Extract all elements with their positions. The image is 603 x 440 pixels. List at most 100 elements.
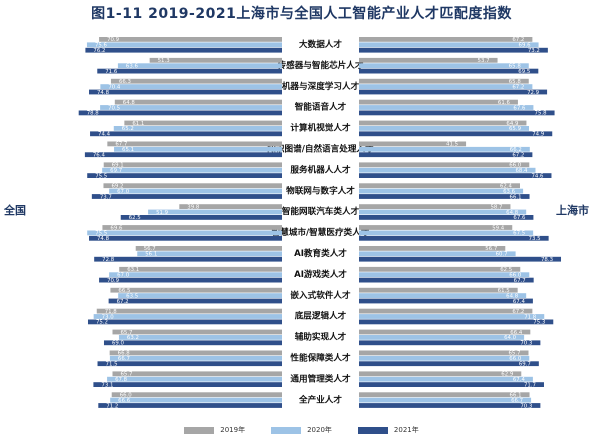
shanghai-bar-2020 (359, 63, 529, 69)
shanghai-value-label-2020: 68.4 (515, 168, 528, 174)
shanghai-value-label-2021: 75.8 (535, 111, 548, 117)
shanghai-value-label-2021: 73.5 (529, 236, 541, 242)
shanghai-bar-2020 (359, 105, 534, 110)
national-value-label-2021: 67.2 (117, 299, 129, 305)
shanghai-bar-2021 (359, 298, 533, 304)
national-bar-2019 (103, 162, 282, 168)
national-value-label-2021: 71.5 (106, 362, 118, 368)
national-value-label-2020: 75.6 (95, 43, 108, 49)
shanghai-bar-2021 (359, 361, 539, 367)
shanghai-bar-2021 (359, 173, 552, 178)
shanghai-bar-2020 (359, 293, 527, 298)
national-value-label-2020: 51.9 (156, 210, 169, 216)
national-value-label-2019: 69.1 (112, 163, 124, 169)
national-value-label-2019: 69.2 (111, 184, 123, 190)
shanghai-bar-2019 (359, 350, 529, 356)
shanghai-value-label-2020: 63.6 (503, 189, 516, 195)
national-bar-2020 (118, 293, 282, 298)
national-bar-2019 (111, 392, 282, 398)
shanghai-value-label-2020: 66.0 (509, 273, 522, 279)
shanghai-bar-2019 (359, 204, 511, 209)
shanghai-value-label-2020: 64.0 (504, 335, 517, 341)
national-value-label-2019: 65.7 (120, 330, 132, 336)
shanghai-bar-2020 (359, 209, 527, 215)
shanghai-value-label-2021: 75.3 (533, 320, 545, 326)
national-value-label-2021: 72.8 (102, 257, 115, 263)
national-value-label-2020: 63.6 (126, 64, 139, 70)
national-bar-2020 (102, 167, 282, 173)
national-bar-2021 (94, 256, 283, 262)
national-bar-2021 (85, 47, 283, 53)
national-value-label-2021: 71.2 (106, 403, 118, 409)
shanghai-bar-2020 (359, 314, 545, 319)
national-value-label-2021: 71.6 (105, 69, 118, 75)
shanghai-value-label-2021: 66.1 (510, 194, 522, 200)
shanghai-bar-2020 (359, 167, 536, 173)
national-bar-2019 (109, 350, 282, 356)
national-bar-2021 (99, 277, 282, 283)
national-value-label-2021: 70.9 (107, 278, 120, 284)
national-bar-2021 (89, 89, 283, 95)
shanghai-value-label-2019: 53.7 (478, 58, 490, 64)
national-value-label-2021: 62.5 (129, 215, 141, 221)
national-value-label-2020: 67.0 (117, 189, 130, 195)
category-label: 辅助实现人才 (295, 331, 347, 343)
national-bar-2021 (98, 403, 282, 408)
shanghai-value-label-2019: 65.8 (509, 79, 522, 85)
shanghai-bar-2019 (359, 78, 529, 84)
legend-swatch-2021 (357, 426, 388, 434)
shanghai-value-label-2020: 64.8 (506, 210, 519, 216)
shanghai-value-label-2019: 62.5 (500, 267, 512, 273)
national-bar-2021 (108, 298, 283, 304)
shanghai-value-label-2019: 61.5 (498, 288, 510, 294)
national-value-label-2020: 66.7 (118, 356, 130, 362)
shanghai-bar-2021 (359, 277, 534, 283)
national-value-label-2021: 76.2 (93, 48, 105, 54)
national-bar-2021 (93, 382, 282, 387)
national-value-label-2019: 67.7 (115, 142, 127, 148)
shanghai-bar-2020 (359, 146, 530, 152)
national-bar-2020 (107, 376, 283, 382)
shanghai-bar-2020 (359, 42, 539, 48)
national-value-label-2020: 69.7 (110, 168, 122, 174)
shanghai-value-label-2021: 72.9 (527, 90, 540, 96)
category-label: 传感器与智能芯片人才 (277, 59, 364, 71)
shanghai-value-label-2020: 71.8 (524, 314, 537, 320)
national-label: 全国 (4, 204, 26, 217)
shanghai-bar-2020 (359, 335, 525, 340)
shanghai-bar-2019 (359, 57, 498, 63)
category-label: 计算机视觉人才 (290, 122, 351, 134)
category-label: AI教育类人才 (294, 247, 347, 259)
shanghai-value-label-2020: 60.7 (496, 252, 508, 258)
shanghai-bar-2020 (359, 126, 530, 131)
legend-item-2020: 2020年 (271, 425, 332, 435)
shanghai-bar-2021 (359, 382, 544, 387)
shanghai-bar-2019 (359, 99, 518, 105)
shanghai-bar-2021 (359, 131, 553, 137)
national-bar-2020 (109, 188, 282, 194)
shanghai-value-label-2019: 66.1 (510, 393, 522, 399)
legend-item-2021: 2021年 (357, 425, 419, 435)
shanghai-value-label-2020: 67.6 (513, 105, 526, 111)
shanghai-value-label-2021: 69.5 (518, 69, 530, 75)
shanghai-bar-2021 (359, 110, 555, 116)
shanghai-bar-2020 (359, 230, 534, 236)
national-value-label-2020: 70.5 (108, 105, 120, 111)
shanghai-value-label-2019: 41.5 (446, 142, 458, 148)
national-bar-2021 (90, 131, 282, 137)
national-bar-2020 (137, 251, 282, 257)
shanghai-value-label-2019: 62.9 (501, 372, 514, 378)
national-bar-2021 (84, 152, 282, 158)
national-bar-2021 (120, 215, 282, 220)
national-bar-2019 (135, 246, 282, 251)
category-label: 智能网联汽车类人才 (282, 205, 360, 217)
shanghai-value-label-2021: 67.6 (513, 215, 526, 221)
shanghai-value-label-2020: 67.4 (513, 377, 526, 383)
shanghai-value-label-2019: 56.7 (485, 246, 497, 252)
legend-swatch-2020 (271, 426, 302, 434)
national-bar-2019 (110, 78, 282, 84)
shanghai-bar-2019 (359, 308, 533, 314)
national-value-label-2020: 75.5 (95, 231, 107, 237)
category-label: 知识图谱/自然语言处理人才 (266, 143, 374, 155)
